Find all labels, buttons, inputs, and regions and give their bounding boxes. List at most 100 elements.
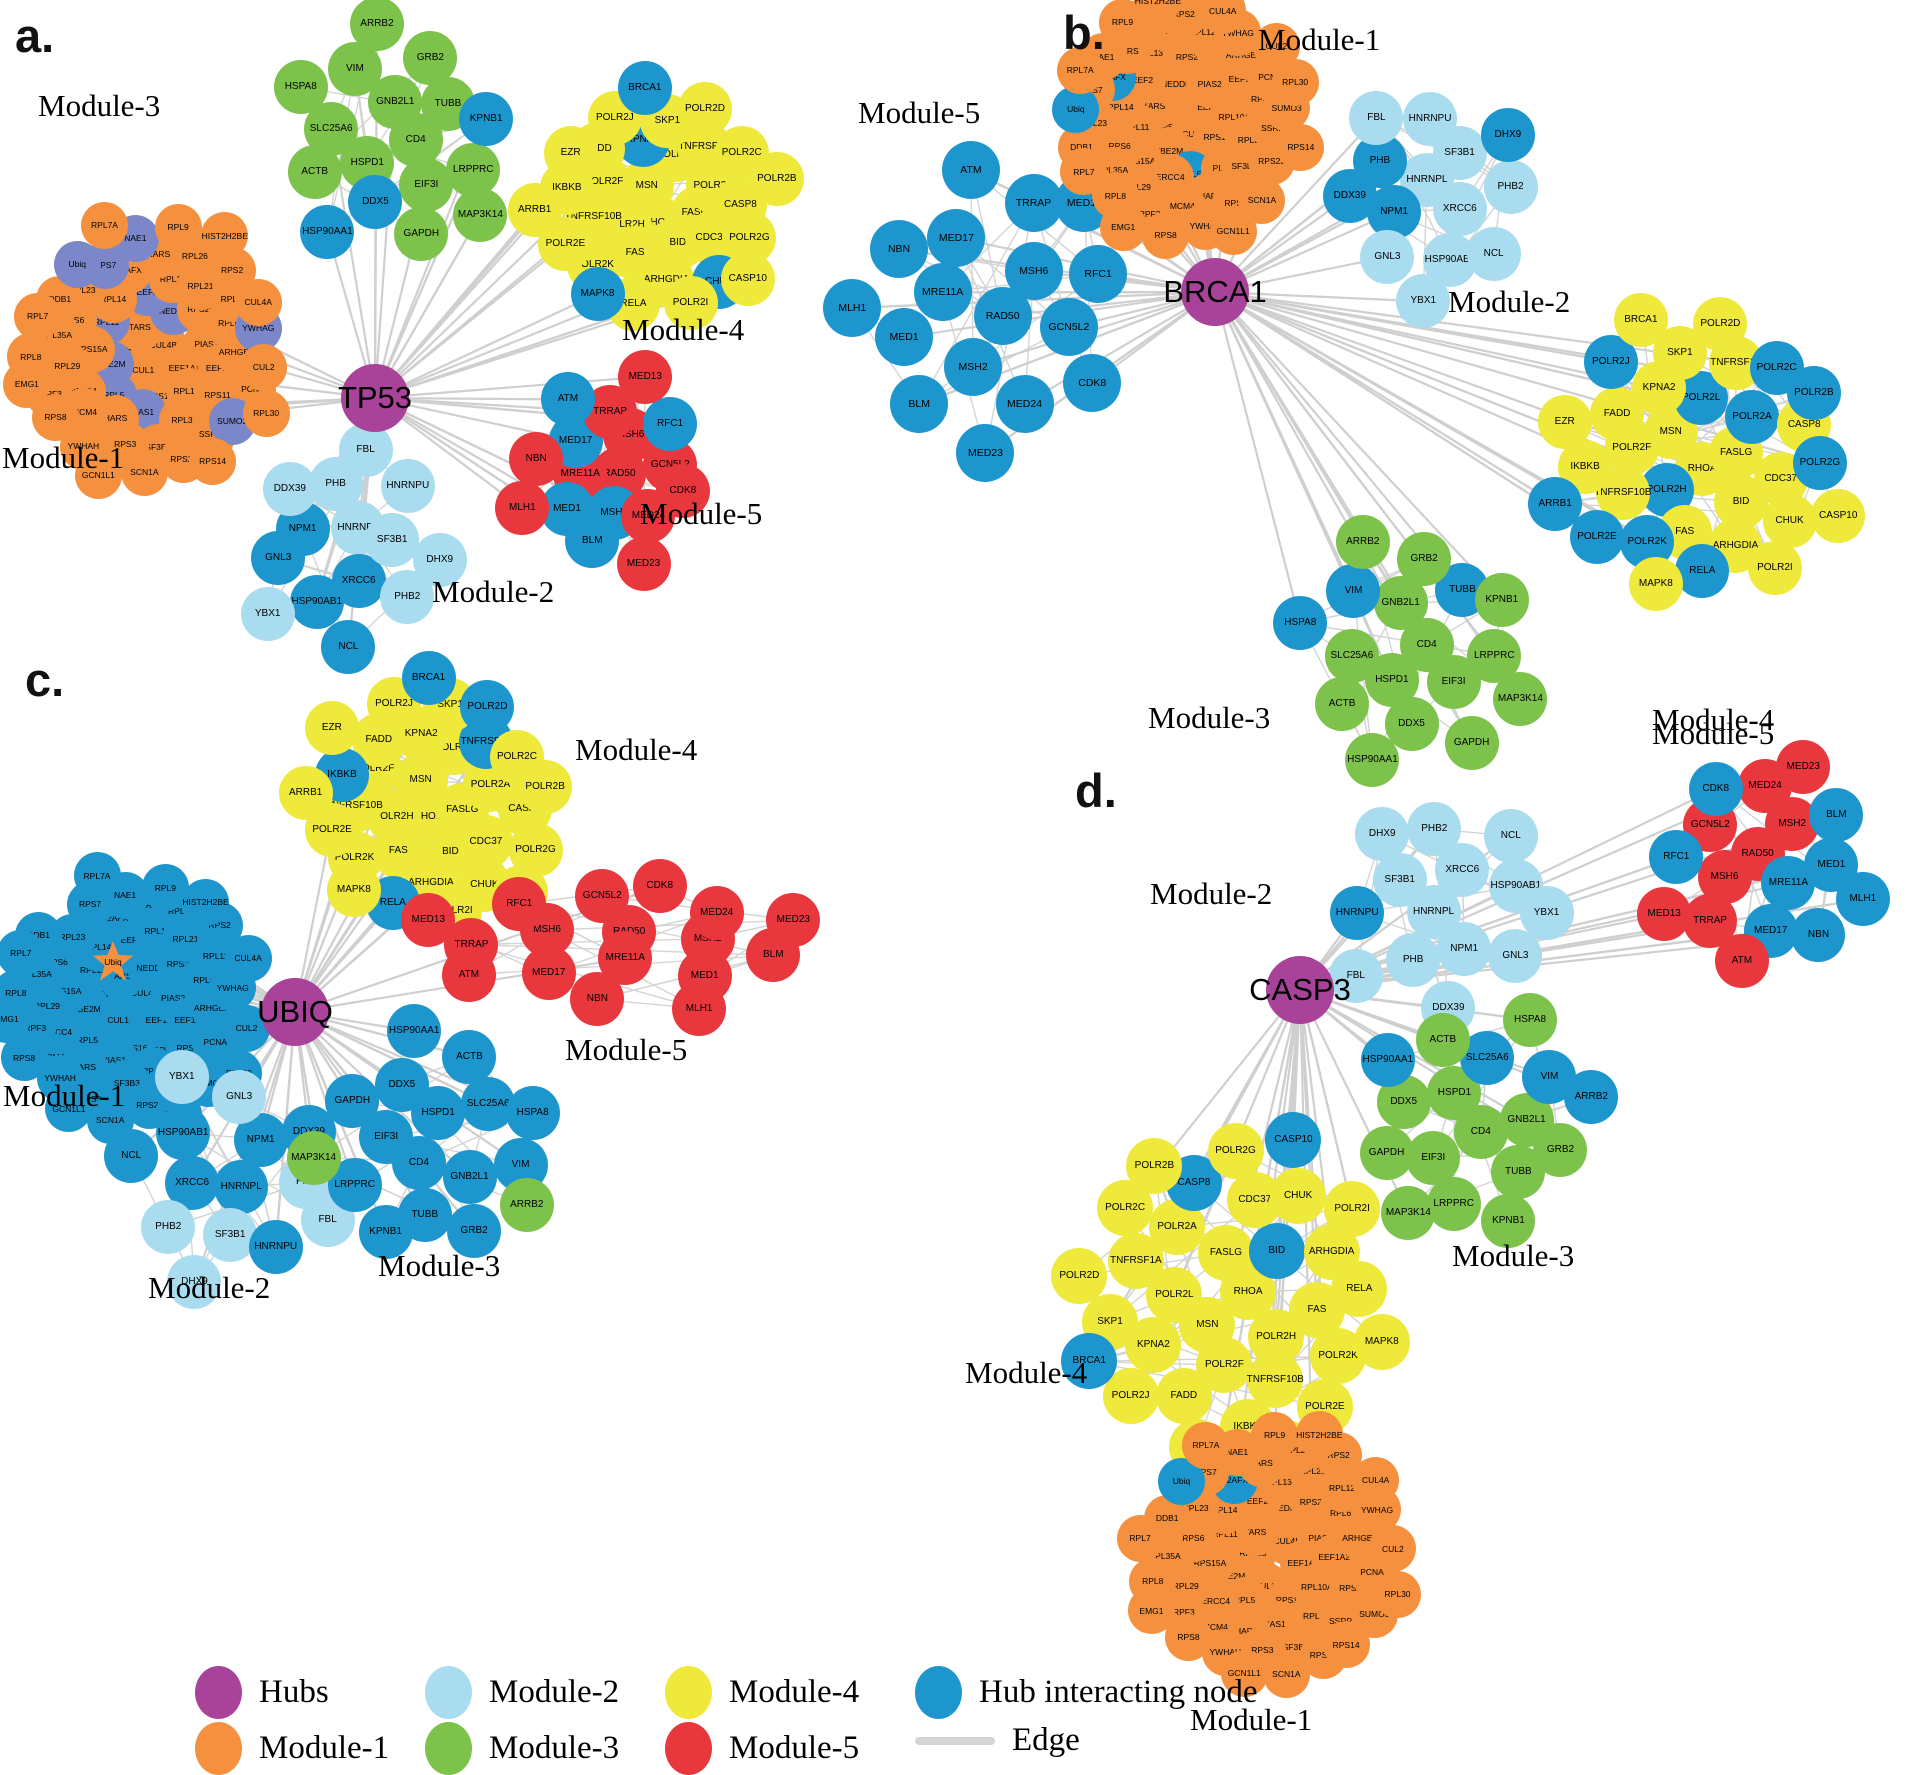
- node-MED23: MED23: [766, 893, 821, 948]
- node-FASLG: FASLG: [1197, 1225, 1254, 1282]
- node-ARRB1: ARRB1: [278, 765, 333, 820]
- edge: [374, 209, 536, 399]
- node-POLR2E: POLR2E: [1569, 510, 1624, 565]
- panel-letter-a: a.: [15, 9, 55, 62]
- module-label-b-module1: Module-1: [1258, 22, 1381, 57]
- node-MAPK8: MAPK8: [570, 266, 625, 321]
- node-NPM1: NPM1: [1437, 921, 1492, 976]
- edge: [1300, 622, 1495, 657]
- node-CHUK: CHUK: [1270, 1168, 1327, 1225]
- panel-letter-c: c.: [25, 653, 65, 706]
- edge: [1214, 291, 1556, 505]
- node-VIM: VIM: [1326, 563, 1381, 618]
- hub-node-TP53: [341, 364, 409, 432]
- node-POLR2B: POLR2B: [1126, 1137, 1183, 1194]
- legend-item-module-1: Module-1: [195, 1722, 389, 1775]
- node-MLH1: MLH1: [1835, 872, 1890, 927]
- node-CASP10: CASP10: [1265, 1111, 1322, 1168]
- node-HIST2H2BE: HIST2H2BE: [182, 879, 230, 927]
- node-LRPPRC: LRPPRC: [1426, 1177, 1481, 1232]
- edge: [546, 919, 794, 931]
- edge: [294, 1011, 489, 1105]
- node-ARRB2: ARRB2: [499, 1177, 554, 1232]
- legend-label: Module-2: [489, 1674, 620, 1710]
- node-MSH2: MSH2: [944, 338, 1003, 397]
- hub-label-CASP3: CASP3: [1249, 972, 1351, 1007]
- node-MAPK8: MAPK8: [1628, 556, 1683, 611]
- node-RFC1: RFC1: [1069, 245, 1128, 304]
- node-EIF3I: EIF3I: [1426, 654, 1481, 709]
- node-KPNB1: KPNB1: [358, 1204, 413, 1259]
- node-YBX1: YBX1: [1519, 886, 1574, 941]
- node-YBX1: YBX1: [1396, 274, 1451, 329]
- module-4-swatch-icon: [665, 1666, 712, 1719]
- node-GCN5L2: GCN5L2: [575, 869, 630, 924]
- node-MED23: MED23: [956, 424, 1015, 483]
- node-EZR: EZR: [304, 700, 359, 755]
- node-GCN1L1: GCN1L1: [1220, 1650, 1268, 1698]
- node-CUL2: CUL2: [223, 1004, 271, 1052]
- node-GCN1L1: GCN1L1: [74, 451, 122, 499]
- node-NCL: NCL: [1483, 808, 1538, 863]
- node-RFC1: RFC1: [492, 877, 547, 932]
- module-label-a-module2: Module-2: [432, 574, 555, 609]
- legend-item-hubs: Hubs: [195, 1666, 329, 1719]
- node-CASP10: CASP10: [720, 252, 775, 306]
- node-ACTB: ACTB: [1315, 677, 1370, 732]
- node-PHB2: PHB2: [1483, 159, 1538, 214]
- module-label-a-module3: Module-3: [38, 88, 161, 123]
- node-RPS8: RPS8: [1142, 211, 1190, 259]
- node-SLC25A6: SLC25A6: [1324, 629, 1379, 684]
- node-RELA: RELA: [1331, 1260, 1388, 1317]
- node-ARRB1: ARRB1: [507, 183, 562, 238]
- node-FADD: FADD: [1155, 1367, 1212, 1424]
- node-POLR2I: POLR2I: [663, 275, 718, 330]
- node-DDX5: DDX5: [1376, 1074, 1431, 1129]
- node-HSP90AA1: HSP90AA1: [387, 1004, 442, 1059]
- module-label-c-module1: Module-1: [3, 1078, 126, 1113]
- edge: [1109, 1199, 1256, 1323]
- node-EMG1: EMG1: [1099, 204, 1147, 252]
- node-SF3B1: SF3B1: [365, 512, 420, 567]
- node-MAP3K14: MAP3K14: [1493, 671, 1548, 726]
- node-ATM: ATM: [441, 947, 496, 1002]
- node-CUL2: CUL2: [1252, 22, 1300, 70]
- node-POLR2A: POLR2A: [1725, 389, 1780, 444]
- node-MED13: MED13: [401, 893, 456, 948]
- node-RPL30: RPL30: [1374, 1571, 1422, 1619]
- edge: [1214, 290, 1612, 363]
- edge: [374, 292, 598, 399]
- edge: [374, 213, 482, 399]
- node-GCN5L2: GCN5L2: [1039, 298, 1098, 357]
- node-RPL7A: RPL7A: [1182, 1421, 1230, 1469]
- node-SLC25A6: SLC25A6: [461, 1076, 516, 1131]
- node-HNRNPU: HNRNPU: [248, 1220, 303, 1275]
- node-BLM: BLM: [1809, 788, 1864, 843]
- node-EZR: EZR: [1537, 394, 1592, 449]
- node-ARRB2: ARRB2: [349, 0, 404, 52]
- node-HSPA8: HSPA8: [505, 1085, 560, 1140]
- hub-label-UBIQ: UBIQ: [257, 994, 333, 1029]
- edge: [471, 938, 708, 946]
- node-HSP90AB1: HSP90AB1: [156, 1105, 211, 1160]
- edge: [1002, 290, 1216, 318]
- legend-item-module-2: Module-2: [425, 1666, 619, 1719]
- node-RPL30: RPL30: [242, 389, 290, 437]
- node-EMG1: EMG1: [3, 360, 51, 408]
- node-POLR2C: POLR2C: [1097, 1180, 1154, 1237]
- node-ARRB1: ARRB1: [1528, 476, 1583, 531]
- legend-item-module-5: Module-5: [665, 1722, 859, 1775]
- node-TNFRSF1A: TNFRSF1A: [1107, 1233, 1164, 1290]
- node-YBX1: YBX1: [154, 1049, 209, 1104]
- node-MED17: MED17: [927, 208, 986, 267]
- node-BRCA1: BRCA1: [1061, 1333, 1118, 1390]
- node-GNL3: GNL3: [1360, 229, 1415, 284]
- node-GRB2: GRB2: [1533, 1123, 1588, 1178]
- node-FADD: FADD: [1590, 387, 1645, 442]
- node-DDX5: DDX5: [348, 174, 403, 229]
- legend-label: Module-3: [489, 1730, 620, 1766]
- module-label-c-module3: Module-3: [378, 1248, 501, 1283]
- node-RFC1: RFC1: [643, 397, 698, 452]
- node-HNRNPU: HNRNPU: [1403, 91, 1458, 146]
